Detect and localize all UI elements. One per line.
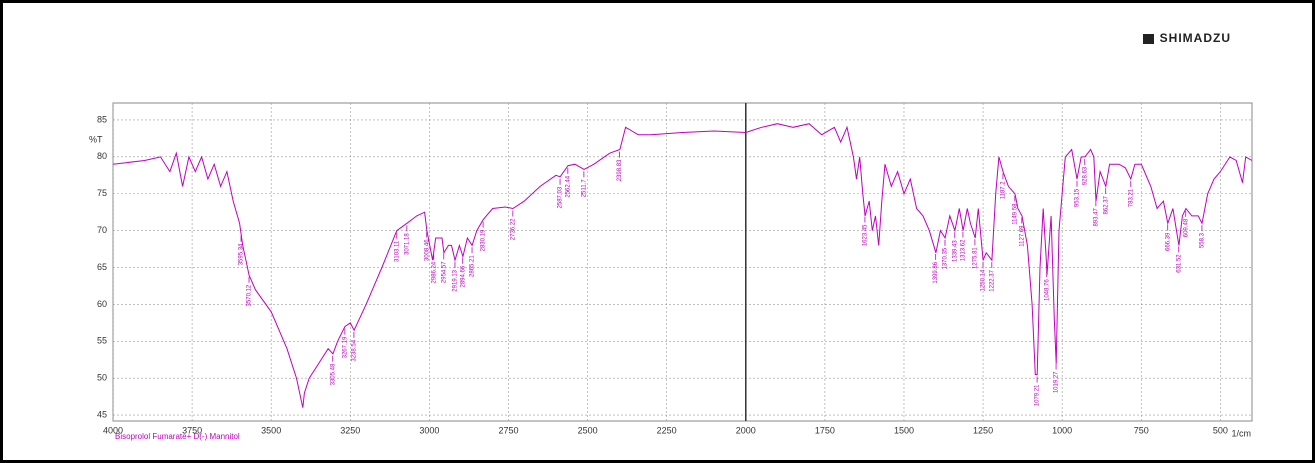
peak-label: 2398.83 <box>617 159 623 181</box>
y-tick-label: 55 <box>97 336 107 346</box>
peak-label: 631.52 <box>1176 254 1182 273</box>
legend-entry: Bisoprolol Fumarate+ D(-) Mannitol <box>115 432 240 441</box>
peak-label: 3008.46 <box>424 239 430 261</box>
peak-label: 862.37 <box>1103 195 1109 214</box>
peak-label: 1623.45 <box>862 224 868 246</box>
peak-label: 928.63 <box>1082 166 1088 185</box>
peak-label: 1048.76 <box>1044 279 1050 301</box>
peak-label: 2587.03 <box>558 186 564 208</box>
peak-label: 953.15 <box>1075 188 1081 207</box>
peak-label: 3595.34 <box>239 243 245 265</box>
peak-label: 1019.27 <box>1054 371 1060 393</box>
peak-label: 3267.19 <box>342 336 348 358</box>
y-tick-label: 80 <box>97 151 107 161</box>
peak-label: 2954.57 <box>441 261 447 283</box>
y-tick-label: 75 <box>97 188 107 198</box>
x-tick-label: 3250 <box>340 425 360 435</box>
peak-label: 1313.62 <box>961 239 967 261</box>
peak-label: 783.21 <box>1128 188 1134 207</box>
peak-label: 3238.54 <box>351 339 357 361</box>
peak-label: 2562.44 <box>565 175 571 197</box>
x-tick-label: 1000 <box>1052 425 1072 435</box>
y-tick-label: 85 <box>97 114 107 124</box>
x-axis-label: 1/cm <box>1231 428 1251 438</box>
peak-label: 2830.19 <box>481 229 487 251</box>
peak-label: 1250.14 <box>981 269 987 291</box>
plot-area <box>112 102 1253 422</box>
x-tick-label: 2000 <box>736 425 756 435</box>
peak-label: 2919.13 <box>453 269 459 291</box>
peak-label: 2865.21 <box>470 255 476 277</box>
peak-label: 1127.69 <box>1019 225 1025 247</box>
peak-label: 2736.22 <box>510 218 516 240</box>
x-tick-label: 2250 <box>657 425 677 435</box>
x-tick-label: 2750 <box>498 425 518 435</box>
peak-label: 3305.48 <box>330 363 336 385</box>
peak-label: 3570.12 <box>247 284 253 306</box>
peak-label: 1079.21 <box>1035 384 1041 406</box>
peak-label: 1222.37 <box>989 269 995 291</box>
peak-label: 2511.7 <box>581 179 587 198</box>
peak-label: 609.48 <box>1183 218 1189 237</box>
peak-label: 1339.43 <box>952 240 958 262</box>
peak-label: 3071.18 <box>404 233 410 255</box>
peak-label: 1187.2 <box>1001 181 1007 200</box>
x-tick-label: 2500 <box>578 425 598 435</box>
peak-label: 893.47 <box>1093 208 1099 227</box>
peak-label: 3103.11 <box>394 240 400 262</box>
x-tick-label: 4000 <box>103 425 123 435</box>
y-tick-label: 50 <box>97 373 107 383</box>
y-tick-label: 70 <box>97 225 107 235</box>
y-axis-label: %T <box>89 134 103 144</box>
brand-icon <box>1143 34 1154 44</box>
y-tick-label: 60 <box>97 299 107 309</box>
peak-label: 2986.24 <box>431 261 437 283</box>
x-tick-label: 1250 <box>973 425 993 435</box>
x-tick-label: 750 <box>1134 425 1149 435</box>
y-tick-label: 45 <box>97 409 107 419</box>
peak-label: 1275.81 <box>972 247 978 269</box>
peak-label: 1370.35 <box>943 247 949 269</box>
x-tick-label: 1750 <box>815 425 835 435</box>
y-tick-label: 65 <box>97 262 107 272</box>
x-tick-label: 1500 <box>894 425 914 435</box>
peak-label: 1149.58 <box>1012 203 1018 225</box>
spectrum-line <box>112 123 1253 408</box>
x-tick-label: 3500 <box>261 425 281 435</box>
peak-label: 666.39 <box>1165 232 1171 251</box>
x-tick-label: 3750 <box>182 425 202 435</box>
peak-label: 558.3 <box>1199 232 1205 248</box>
brand-logo: SHIMADZU <box>1160 31 1231 45</box>
peak-label: 2894.66 <box>460 265 466 287</box>
x-tick-label: 3000 <box>419 425 439 435</box>
x-tick-label: 500 <box>1213 425 1228 435</box>
peak-label: 1399.86 <box>933 261 939 283</box>
chart: SHIMADZU %T 1/cm Bisoprolol Fumarate+ D(… <box>89 31 1253 441</box>
